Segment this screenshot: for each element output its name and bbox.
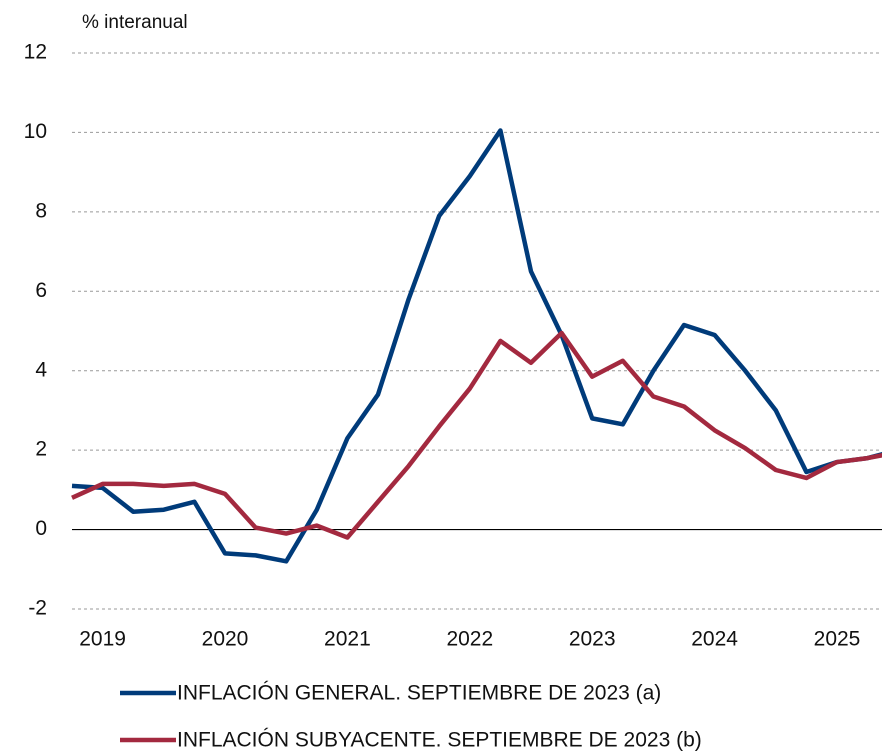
y-tick-label: 4 xyxy=(35,358,47,381)
x-tick-label: 2019 xyxy=(79,628,126,651)
legend-label: INFLACIÓN SUBYACENTE. SEPTIEMBRE DE 2023… xyxy=(177,729,702,751)
y-tick-label: 12 xyxy=(24,41,47,64)
x-tick-label: 2024 xyxy=(691,628,738,651)
x-tick-label: 2025 xyxy=(814,628,861,651)
series-line xyxy=(71,128,882,564)
x-tick-label: 2022 xyxy=(446,628,493,651)
y-axis-label: % interanual xyxy=(82,12,188,33)
x-tick-label: 2023 xyxy=(569,628,616,651)
plot-area xyxy=(71,128,882,564)
x-tick-label: 2021 xyxy=(324,628,371,651)
x-tick-label: 2020 xyxy=(202,628,249,651)
y-tick-label: 6 xyxy=(35,279,47,302)
legend-label: INFLACIÓN GENERAL. SEPTIEMBRE DE 2023 (a… xyxy=(177,682,661,705)
y-tick-label: 10 xyxy=(24,120,47,143)
y-tick-label: -2 xyxy=(28,597,47,620)
y-tick-label: 8 xyxy=(35,199,47,222)
series-line xyxy=(71,330,882,540)
y-tick-label: 0 xyxy=(35,517,47,540)
y-tick-label: 2 xyxy=(35,438,47,461)
